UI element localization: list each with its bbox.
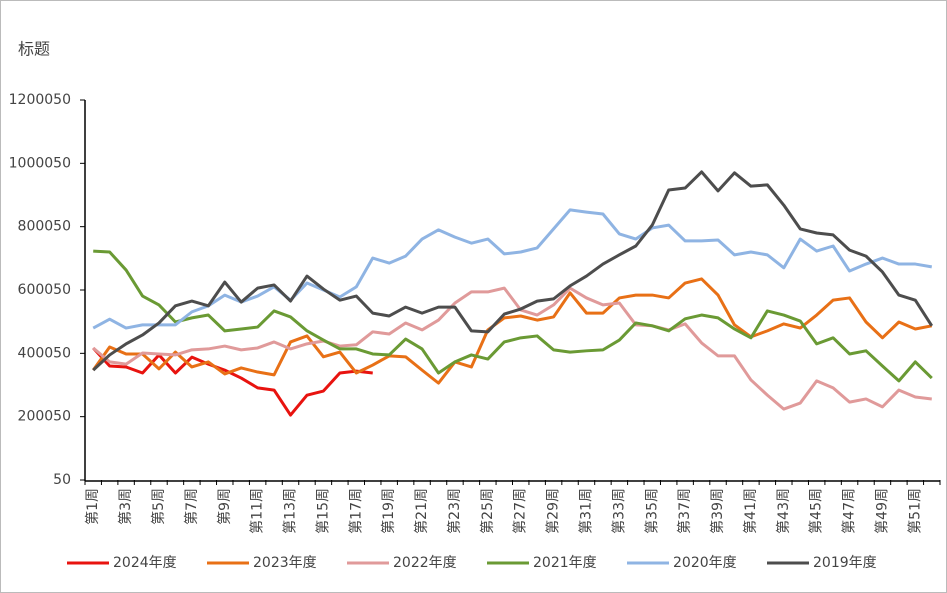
x-tick-label: 第31周	[577, 488, 594, 534]
x-tick-label: 第17周	[347, 488, 364, 534]
legend-label: 2023年度	[253, 555, 317, 571]
y-tick-label: 400050	[18, 345, 71, 361]
x-tick-label: 第35周	[643, 488, 660, 534]
legend-label: 2019年度	[813, 555, 877, 571]
x-tick-label: 第33周	[610, 488, 627, 534]
y-tick-label: 800050	[18, 219, 71, 235]
x-tick-label: 第3周	[117, 488, 134, 525]
x-tick-label: 第5周	[150, 488, 167, 525]
legend-label: 2022年度	[393, 555, 457, 571]
y-tick-label: 600050	[18, 282, 71, 298]
x-tick-label: 第51周	[906, 488, 923, 534]
x-tick-label: 第39周	[709, 488, 726, 534]
x-tick-label: 第25周	[479, 488, 496, 534]
legend-label: 2020年度	[673, 555, 737, 571]
x-tick-label: 第9周	[216, 488, 233, 525]
series-line	[91, 277, 933, 385]
y-tick-label: 1200050	[9, 92, 71, 108]
series-line	[92, 170, 934, 372]
chart-title: 标题	[18, 40, 50, 59]
x-tick-label: 第11周	[249, 488, 266, 534]
x-tick-label: 第29周	[545, 488, 562, 534]
legend-label: 2024年度	[113, 555, 177, 571]
y-tick-label: 200050	[18, 409, 71, 425]
x-tick-label: 第13周	[282, 488, 299, 534]
series-line	[92, 286, 932, 411]
legend-label: 2021年度	[533, 555, 597, 571]
x-tick-label: 第43周	[775, 488, 792, 534]
x-tick-label: 第47周	[841, 488, 858, 534]
series-line	[92, 346, 373, 417]
y-tick-label: 50	[53, 472, 71, 488]
x-tick-label: 第21周	[413, 488, 430, 534]
x-tick-label: 第15周	[314, 488, 331, 534]
x-tick-label: 第7周	[183, 488, 200, 525]
x-tick-label: 第1周	[84, 488, 101, 525]
y-tick-label: 1000050	[9, 155, 71, 171]
x-tick-label: 第27周	[512, 488, 529, 534]
x-tick-label: 第41周	[742, 488, 759, 534]
x-tick-label: 第49周	[873, 488, 890, 534]
series-line	[93, 249, 933, 383]
series-line	[92, 208, 933, 330]
x-tick-label: 第45周	[808, 488, 825, 534]
x-tick-label: 第23周	[446, 488, 463, 534]
x-tick-label: 第37周	[676, 488, 693, 534]
x-tick-label: 第19周	[380, 488, 397, 534]
